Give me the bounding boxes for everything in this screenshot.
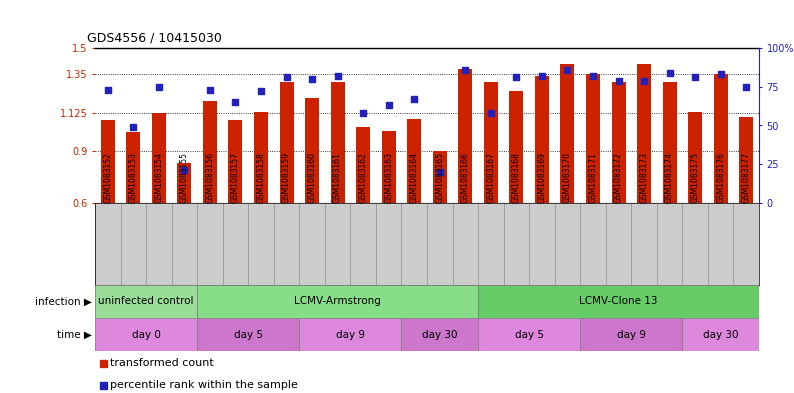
Bar: [714, 74, 728, 203]
Point: [510, 74, 522, 81]
Point: [434, 169, 446, 175]
Bar: [535, 75, 549, 203]
Bar: [254, 112, 268, 203]
Bar: [357, 127, 370, 203]
Bar: [739, 117, 754, 203]
Bar: [382, 130, 395, 203]
Text: LCMV-Clone 13: LCMV-Clone 13: [580, 296, 657, 307]
Bar: [95, 285, 197, 318]
Bar: [586, 74, 600, 203]
Point: [280, 74, 293, 81]
Point: [102, 87, 114, 93]
Point: [715, 71, 727, 77]
Point: [408, 96, 421, 102]
Text: day 5: day 5: [515, 329, 544, 340]
Bar: [330, 83, 345, 203]
Point: [203, 87, 216, 93]
Point: [689, 74, 702, 81]
Point: [178, 167, 191, 174]
Bar: [458, 69, 472, 203]
Bar: [177, 163, 191, 203]
Bar: [100, 360, 107, 367]
Bar: [203, 101, 217, 203]
Point: [612, 77, 625, 84]
Point: [587, 73, 599, 79]
Bar: [402, 318, 478, 351]
Point: [127, 124, 140, 130]
Bar: [510, 91, 523, 203]
Bar: [478, 318, 580, 351]
Bar: [611, 83, 626, 203]
Point: [459, 66, 472, 73]
Bar: [95, 318, 197, 351]
Bar: [662, 83, 676, 203]
Point: [255, 88, 268, 95]
Text: percentile rank within the sample: percentile rank within the sample: [110, 380, 298, 390]
Point: [663, 70, 676, 76]
Text: day 30: day 30: [703, 329, 738, 340]
Bar: [688, 112, 702, 203]
Point: [331, 73, 344, 79]
Bar: [299, 318, 402, 351]
Text: day 9: day 9: [336, 329, 365, 340]
Point: [229, 99, 242, 105]
Bar: [152, 112, 166, 203]
Text: transformed count: transformed count: [110, 358, 214, 369]
Text: day 30: day 30: [422, 329, 457, 340]
Point: [383, 102, 395, 108]
Bar: [561, 64, 575, 203]
Bar: [682, 318, 759, 351]
Point: [561, 66, 574, 73]
Point: [638, 77, 650, 84]
Text: time ▶: time ▶: [57, 329, 92, 340]
Point: [536, 73, 549, 79]
Bar: [484, 83, 498, 203]
Bar: [101, 120, 115, 203]
Bar: [580, 318, 682, 351]
Point: [484, 110, 497, 116]
Text: day 5: day 5: [233, 329, 263, 340]
Point: [306, 76, 318, 82]
Point: [740, 84, 753, 90]
Bar: [229, 120, 242, 203]
Bar: [478, 285, 759, 318]
Bar: [197, 285, 478, 318]
Bar: [433, 151, 447, 203]
Bar: [279, 83, 294, 203]
Bar: [197, 318, 299, 351]
Point: [152, 84, 165, 90]
Point: [357, 110, 369, 116]
Text: day 9: day 9: [617, 329, 646, 340]
Bar: [407, 119, 422, 203]
Text: infection ▶: infection ▶: [35, 296, 92, 307]
Text: LCMV-Armstrong: LCMV-Armstrong: [295, 296, 381, 307]
Bar: [100, 382, 107, 389]
Bar: [126, 132, 141, 203]
Text: uninfected control: uninfected control: [98, 296, 194, 307]
Bar: [637, 64, 651, 203]
Text: GDS4556 / 10415030: GDS4556 / 10415030: [87, 31, 222, 44]
Text: day 0: day 0: [132, 329, 160, 340]
Bar: [305, 98, 319, 203]
